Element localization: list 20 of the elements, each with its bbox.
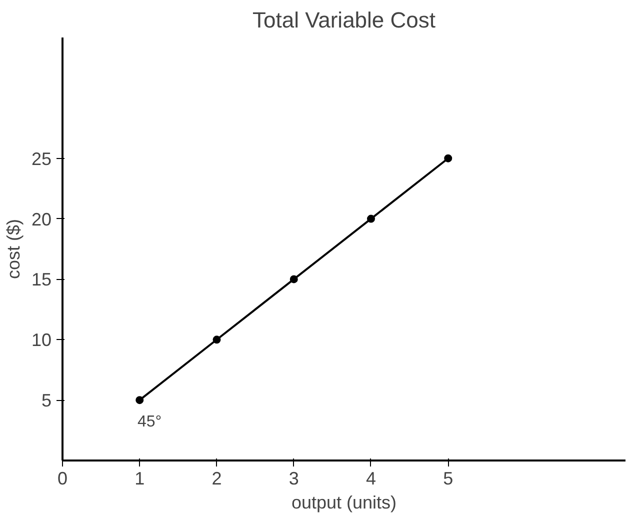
y-tick-label: 10	[31, 330, 52, 350]
y-axis-title: cost ($)	[3, 218, 24, 280]
x-tick-label: 5	[443, 468, 454, 488]
y-tick-label: 5	[41, 390, 52, 411]
y-tick-label: 25	[31, 148, 52, 169]
annotation: 45°	[138, 414, 162, 430]
x-tick-label: 1	[134, 468, 145, 488]
point	[212, 336, 221, 344]
x-tick-label: 4	[366, 468, 376, 488]
x-tick-label: 2	[212, 468, 222, 488]
point	[290, 275, 298, 284]
x-tick-label: 3	[288, 468, 299, 488]
point	[366, 214, 375, 223]
y-tick-label: 15	[31, 270, 52, 290]
y-tick-label: 20	[31, 209, 52, 230]
chart-title: Total Variable Cost	[252, 8, 436, 32]
x-axis-title: output (units)	[291, 492, 397, 512]
x-tick-label: 0	[57, 468, 68, 488]
point	[444, 154, 452, 162]
point	[136, 396, 144, 404]
